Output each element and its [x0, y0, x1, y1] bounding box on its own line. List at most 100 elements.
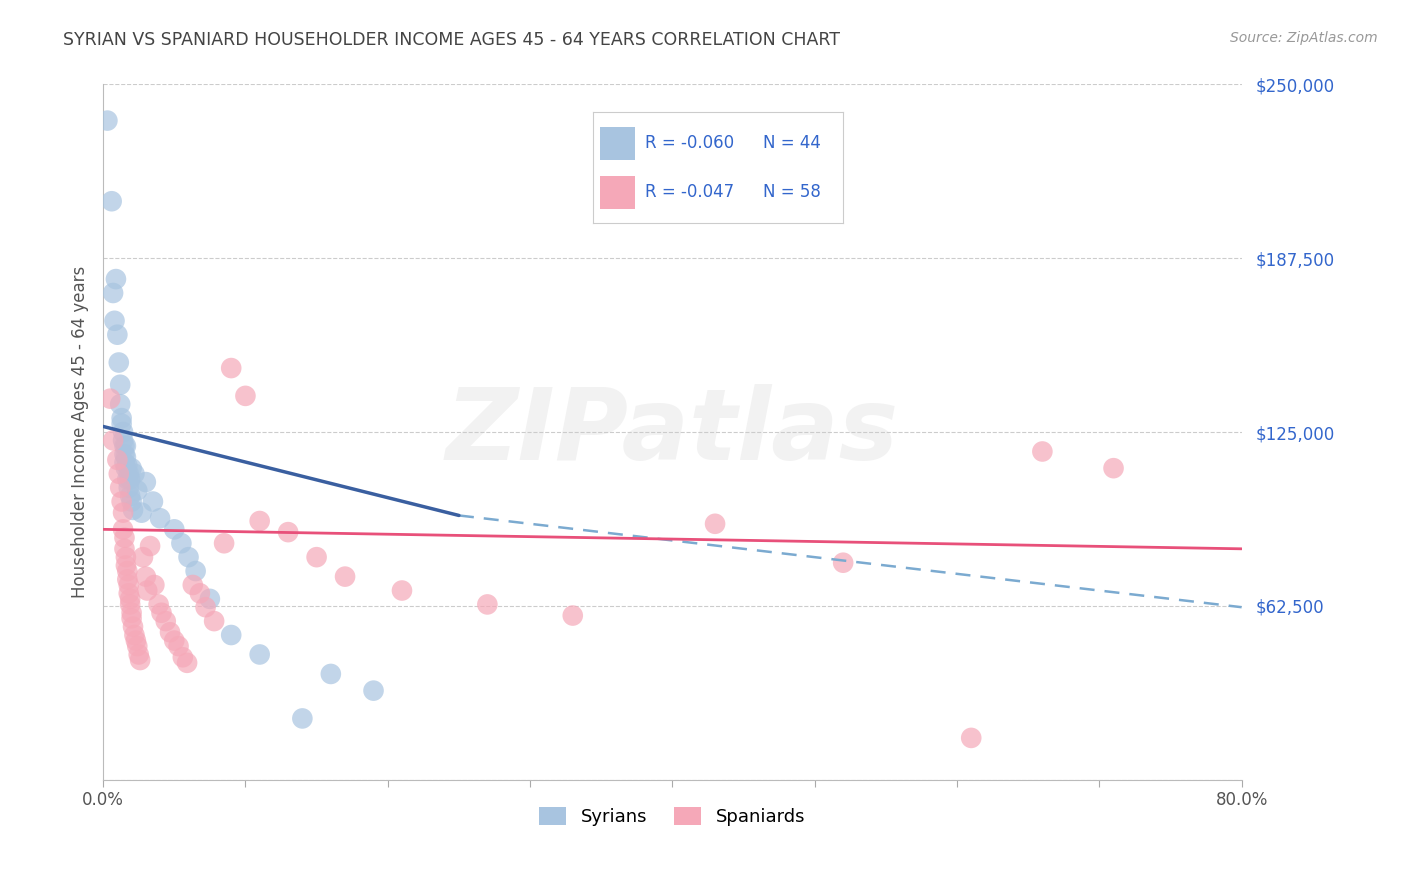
Point: [115, 558, 138, 573]
Point: [167, 639, 190, 653]
Point: [117, 564, 139, 578]
Point: [120, 472, 142, 486]
Point: [363, 683, 385, 698]
Point: [124, 467, 146, 481]
Point: [127, 483, 149, 498]
Point: [111, 411, 134, 425]
Point: [96, 113, 118, 128]
Point: [202, 614, 225, 628]
Point: [117, 472, 139, 486]
Point: [121, 606, 143, 620]
Point: [107, 355, 129, 369]
Point: [159, 625, 181, 640]
Point: [108, 397, 131, 411]
Point: [477, 598, 499, 612]
Point: [120, 591, 142, 606]
Point: [170, 536, 193, 550]
Point: [194, 600, 217, 615]
Point: [115, 461, 138, 475]
Point: [1102, 461, 1125, 475]
Point: [235, 389, 257, 403]
Point: [132, 550, 155, 565]
Point: [105, 327, 128, 342]
Point: [832, 556, 855, 570]
Point: [114, 439, 136, 453]
Point: [108, 481, 131, 495]
Point: [118, 481, 141, 495]
Point: [172, 650, 194, 665]
Point: [129, 653, 152, 667]
Point: [163, 522, 186, 536]
Point: [219, 628, 242, 642]
Text: ZIPatlas: ZIPatlas: [446, 384, 898, 481]
Point: [131, 506, 153, 520]
Point: [121, 494, 143, 508]
Point: [136, 583, 159, 598]
Point: [111, 494, 134, 508]
Point: [122, 620, 145, 634]
Point: [181, 578, 204, 592]
Point: [98, 392, 121, 406]
Point: [249, 648, 271, 662]
Point: [105, 453, 128, 467]
Point: [120, 598, 142, 612]
Point: [149, 511, 172, 525]
Point: [112, 434, 135, 448]
Point: [184, 564, 207, 578]
Point: [115, 439, 138, 453]
Point: [128, 648, 150, 662]
Point: [561, 608, 583, 623]
Point: [148, 598, 170, 612]
Point: [111, 417, 134, 431]
Point: [319, 667, 342, 681]
Point: [960, 731, 983, 745]
Point: [121, 611, 143, 625]
Point: [101, 434, 124, 448]
Point: [277, 525, 299, 540]
Point: [115, 550, 138, 565]
Point: [122, 503, 145, 517]
Point: [219, 361, 242, 376]
Point: [188, 586, 211, 600]
Point: [114, 456, 136, 470]
Point: [121, 461, 143, 475]
Point: [249, 514, 271, 528]
Point: [333, 569, 356, 583]
Point: [139, 539, 162, 553]
Point: [108, 377, 131, 392]
Point: [115, 450, 138, 464]
Legend: Syrians, Spaniards: Syrians, Spaniards: [531, 799, 813, 833]
Text: SYRIAN VS SPANIARD HOUSEHOLDER INCOME AGES 45 - 64 YEARS CORRELATION CHART: SYRIAN VS SPANIARD HOUSEHOLDER INCOME AG…: [63, 31, 841, 49]
Point: [212, 536, 235, 550]
Point: [101, 285, 124, 300]
Point: [163, 633, 186, 648]
Point: [150, 606, 173, 620]
Point: [120, 489, 142, 503]
Point: [1031, 444, 1053, 458]
Point: [143, 578, 166, 592]
Point: [118, 467, 141, 481]
Point: [104, 272, 127, 286]
Point: [118, 586, 141, 600]
Point: [142, 494, 165, 508]
Point: [125, 633, 148, 648]
Point: [114, 531, 136, 545]
Point: [127, 639, 149, 653]
Point: [100, 194, 122, 209]
Point: [107, 467, 129, 481]
Point: [391, 583, 413, 598]
Point: [155, 614, 177, 628]
Point: [704, 516, 727, 531]
Point: [118, 578, 141, 592]
Point: [305, 550, 328, 565]
Point: [176, 656, 198, 670]
Point: [117, 573, 139, 587]
Point: [112, 522, 135, 536]
Point: [291, 711, 314, 725]
Point: [198, 591, 221, 606]
Point: [112, 425, 135, 439]
Point: [135, 475, 157, 489]
Point: [114, 541, 136, 556]
Text: Source: ZipAtlas.com: Source: ZipAtlas.com: [1230, 31, 1378, 45]
Point: [103, 314, 125, 328]
